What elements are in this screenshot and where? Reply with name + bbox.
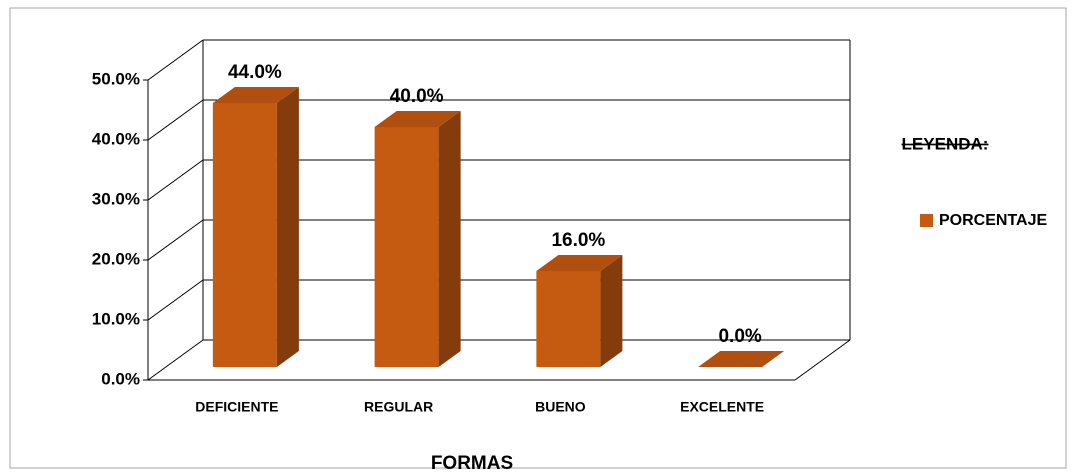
y-tick-label: 50.0% (92, 69, 140, 88)
bar-front (374, 127, 439, 367)
y-tick-label: 0.0% (101, 369, 140, 388)
grid-line (147, 99, 204, 141)
chart-frame (9, 7, 1067, 469)
grid-line (147, 159, 204, 201)
floor-edge (794, 339, 851, 381)
bar-front (212, 103, 277, 367)
bar-side (438, 111, 461, 367)
data-label: 0.0% (718, 326, 761, 347)
data-label: 44.0% (228, 62, 282, 83)
bar-side (600, 255, 623, 367)
grid-line (147, 219, 204, 261)
x-tick-label: DEFICIENTE (195, 399, 278, 415)
bar-top (374, 111, 461, 127)
bar-top (536, 255, 623, 271)
grid-line (147, 39, 204, 81)
grid-line (147, 279, 204, 321)
y-tick-label: 40.0% (92, 129, 140, 148)
x-tick-label: EXCELENTE (680, 399, 764, 415)
bar-top (698, 351, 785, 367)
x-axis-label: FORMAS (431, 453, 513, 474)
x-tick-label: REGULAR (364, 399, 433, 415)
legend-swatch (920, 214, 933, 227)
y-tick-label: 10.0% (92, 309, 140, 328)
bar-side (276, 87, 299, 367)
bar-top (212, 87, 299, 103)
x-tick-label: BUENO (535, 399, 586, 415)
y-tick-label: 20.0% (92, 249, 140, 268)
data-label: 40.0% (390, 86, 444, 107)
legend-label: PORCENTAJE (939, 212, 1047, 229)
grid-line (147, 339, 204, 381)
legend-title: LEYENDA: (902, 134, 989, 153)
bar-front (536, 271, 601, 367)
y-tick-label: 30.0% (92, 189, 140, 208)
data-label: 16.0% (551, 230, 605, 251)
